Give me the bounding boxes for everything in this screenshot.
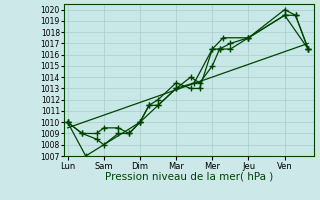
X-axis label: Pression niveau de la mer( hPa ): Pression niveau de la mer( hPa ) [105,172,273,182]
